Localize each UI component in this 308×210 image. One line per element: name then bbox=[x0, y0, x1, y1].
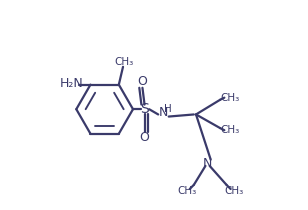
Text: H: H bbox=[164, 104, 172, 114]
Text: CH₃: CH₃ bbox=[177, 186, 196, 196]
Text: S: S bbox=[140, 102, 149, 116]
Text: CH₃: CH₃ bbox=[220, 93, 239, 103]
Text: N: N bbox=[159, 106, 168, 119]
Text: CH₃: CH₃ bbox=[115, 56, 134, 67]
Text: CH₃: CH₃ bbox=[224, 186, 243, 196]
Text: O: O bbox=[140, 131, 149, 144]
Text: O: O bbox=[137, 75, 148, 88]
Text: H₂N: H₂N bbox=[60, 77, 83, 90]
Text: N: N bbox=[203, 157, 212, 170]
Text: CH₃: CH₃ bbox=[220, 125, 239, 135]
